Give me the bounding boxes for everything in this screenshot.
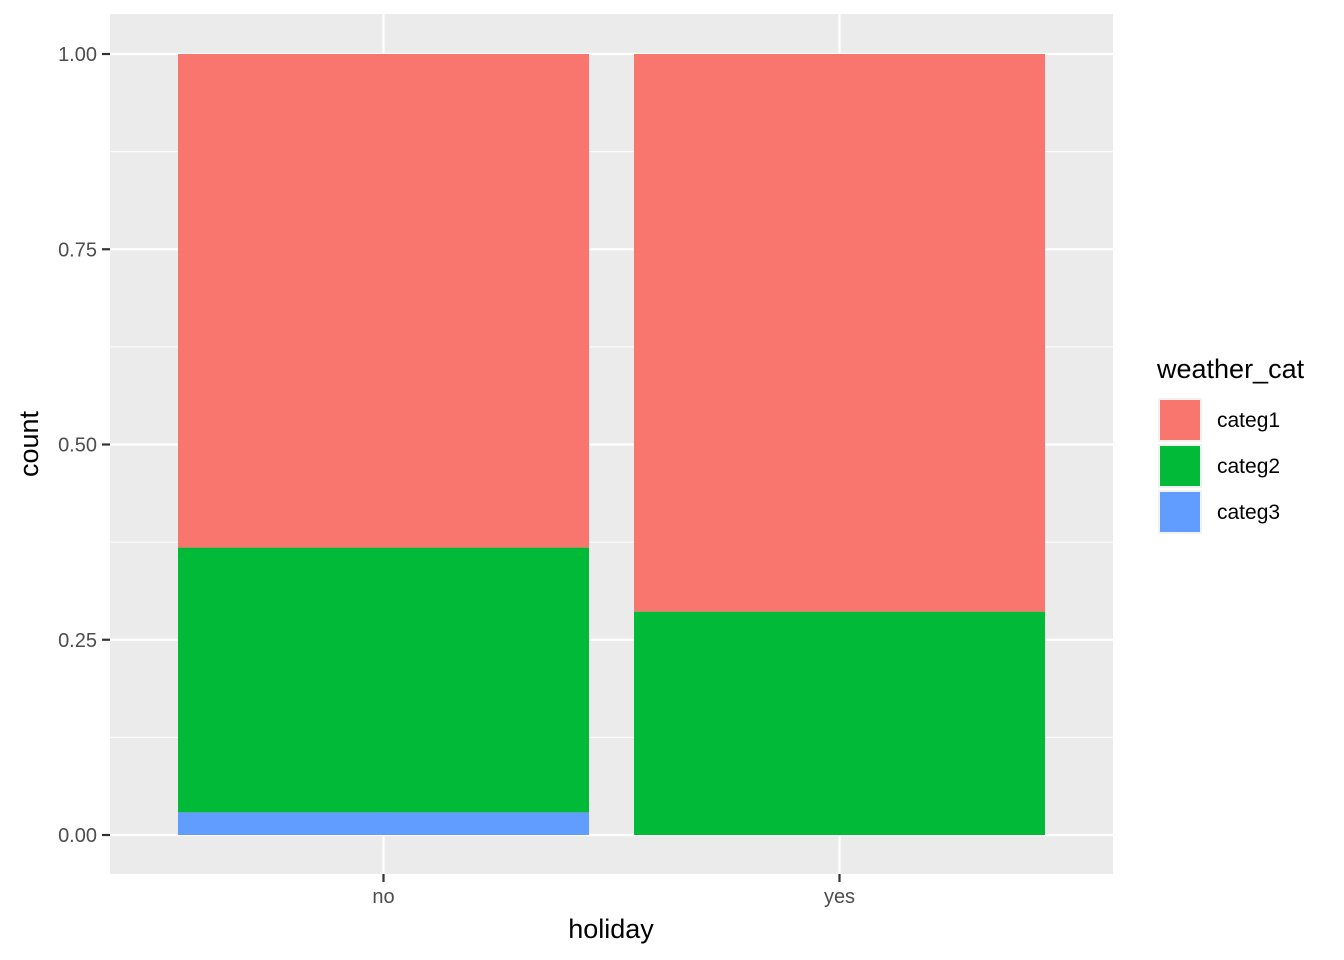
legend-label-categ3: categ3 bbox=[1217, 501, 1280, 524]
legend-key-categ2 bbox=[1160, 446, 1200, 486]
x-tick-label: yes bbox=[824, 886, 855, 908]
y-axis-title: count bbox=[14, 410, 44, 477]
y-tick-label: 0.50 bbox=[58, 435, 97, 457]
y-tick-label: 0.25 bbox=[58, 630, 97, 652]
x-tick-label: no bbox=[372, 886, 394, 908]
y-axis: 0.00 0.25 0.50 0.75 1.00 bbox=[58, 44, 110, 847]
y-tick-label: 0.75 bbox=[58, 239, 97, 261]
bar-no-categ3 bbox=[178, 812, 589, 835]
legend-key-categ3 bbox=[1160, 492, 1200, 532]
legend-title: weather_cat bbox=[1156, 354, 1305, 384]
bar-no-categ1 bbox=[178, 54, 589, 548]
legend-key-categ1 bbox=[1160, 400, 1200, 440]
bar-yes-categ1 bbox=[634, 54, 1045, 612]
bar-yes-categ2 bbox=[634, 611, 1045, 835]
x-axis-title: holiday bbox=[568, 914, 654, 944]
legend: weather_cat categ1 categ2 categ3 bbox=[1156, 354, 1305, 534]
x-axis: no yes bbox=[372, 874, 855, 908]
y-tick-label: 1.00 bbox=[58, 44, 97, 66]
bar-no-categ2 bbox=[178, 547, 589, 813]
legend-label-categ2: categ2 bbox=[1217, 455, 1280, 478]
legend-label-categ1: categ1 bbox=[1217, 409, 1280, 432]
bars bbox=[178, 54, 1045, 835]
y-tick-label: 0.00 bbox=[58, 825, 97, 847]
